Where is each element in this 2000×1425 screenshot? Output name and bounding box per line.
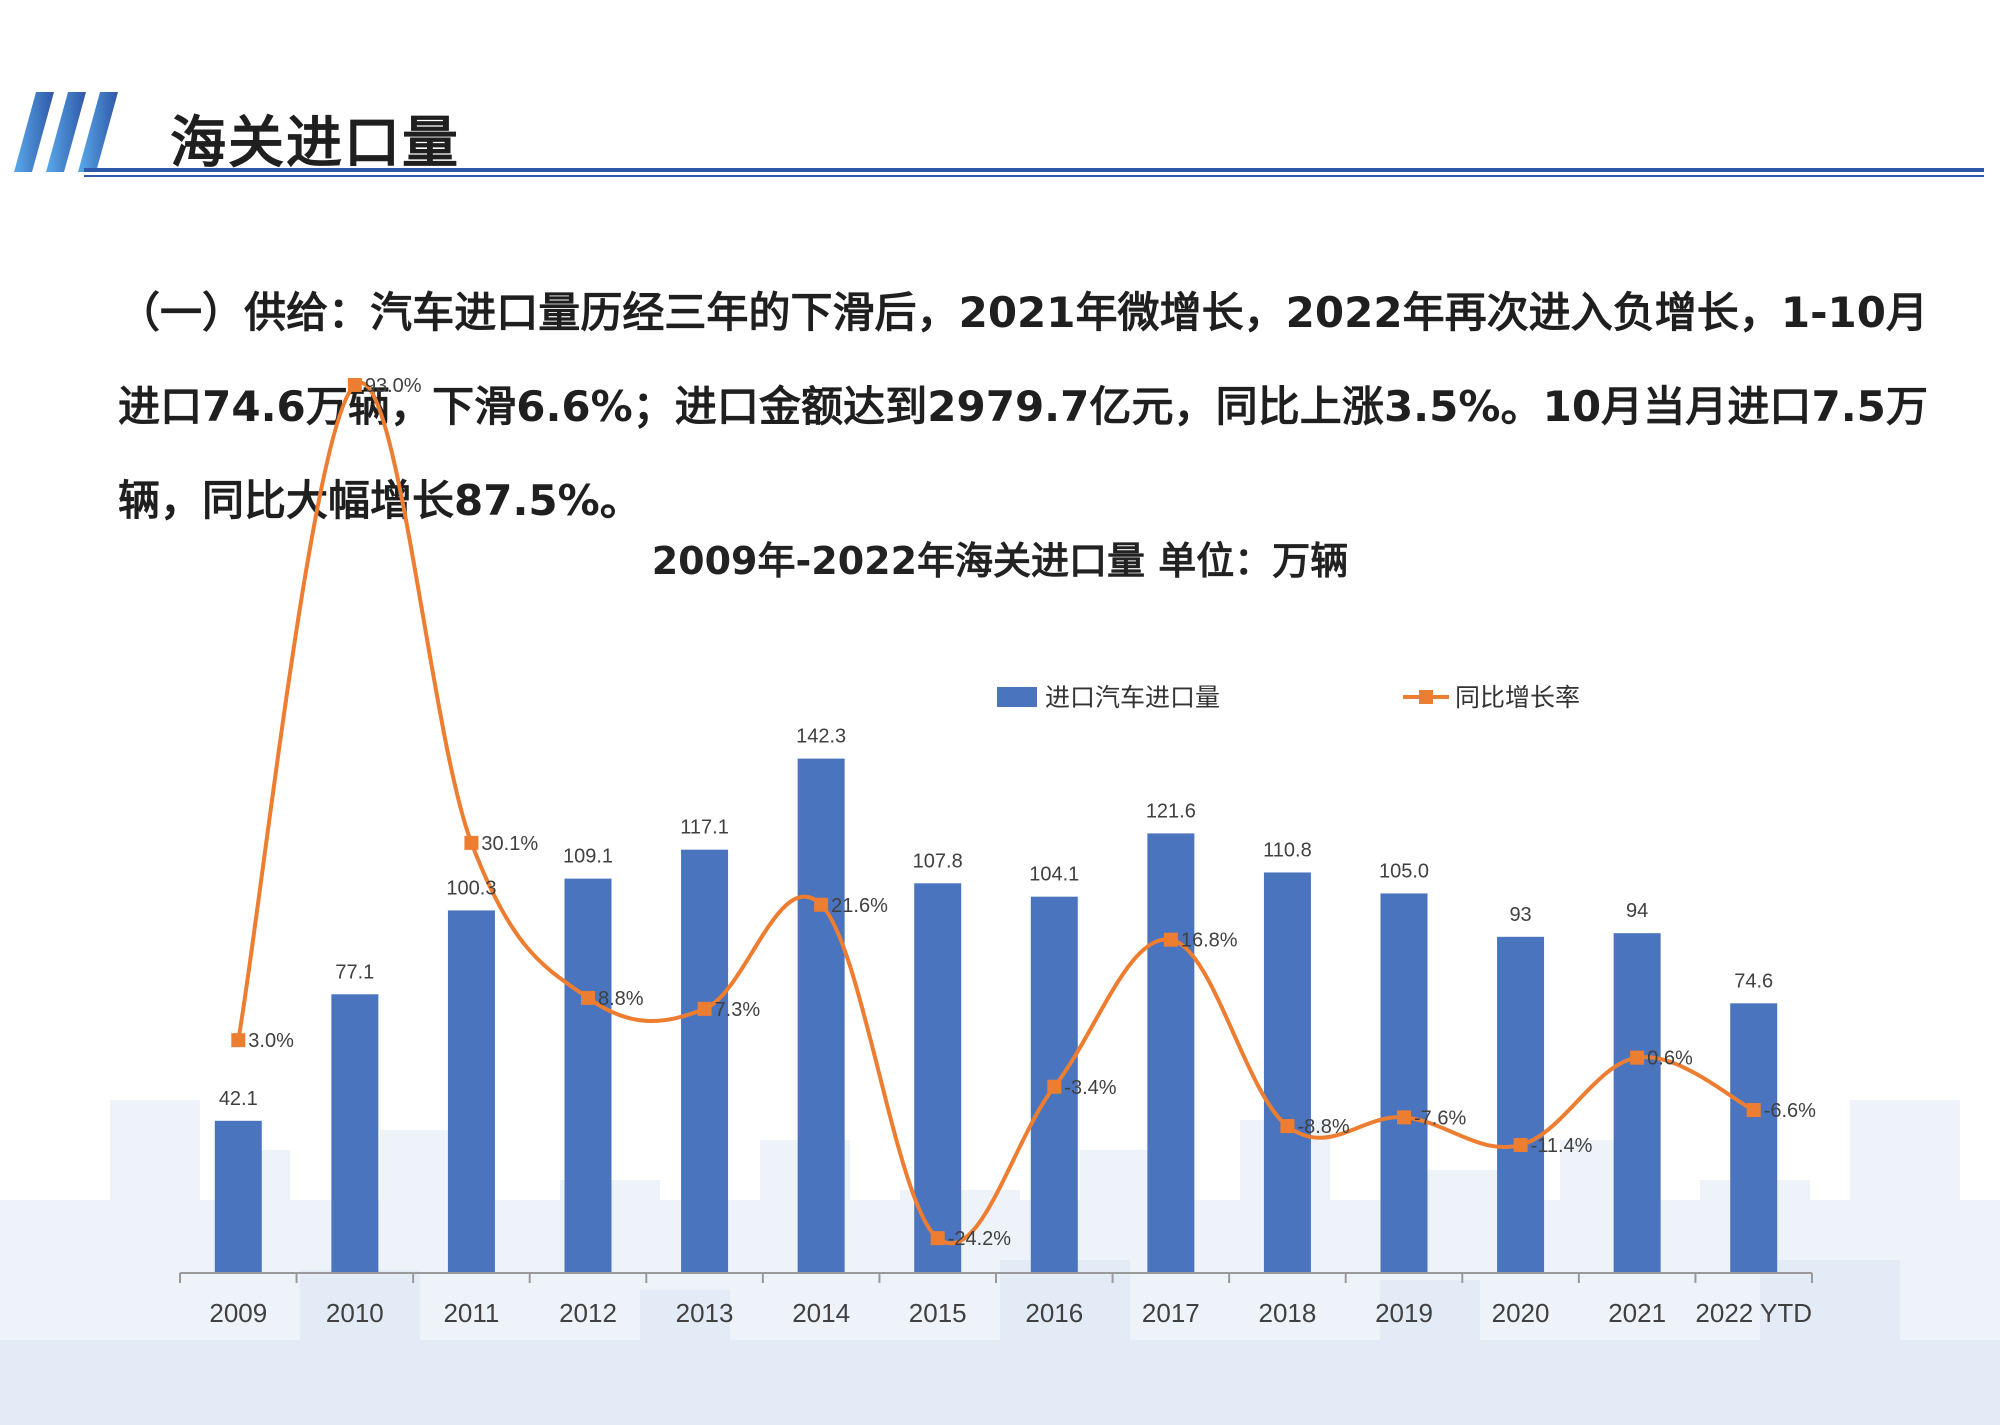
- x-tick-label: 2013: [676, 1298, 734, 1328]
- x-tick-label: 2015: [909, 1298, 967, 1328]
- bar-value-label: 142.3: [796, 726, 846, 748]
- growth-rate-label: 16.8%: [1181, 930, 1238, 952]
- growth-rate-marker: [1163, 932, 1178, 947]
- growth-rate-marker: [231, 1033, 246, 1048]
- bar-value-label: 107.8: [913, 850, 963, 872]
- x-tick-label: 2012: [559, 1298, 617, 1328]
- growth-rate-label: -24.2%: [948, 1228, 1012, 1250]
- growth-rate-marker: [930, 1231, 945, 1246]
- growth-rate-label: 30.1%: [481, 833, 538, 855]
- bar-value-label: 74.6: [1734, 970, 1773, 992]
- bar-2018: [1263, 872, 1311, 1273]
- x-tick-label: 2011: [443, 1298, 499, 1328]
- bar-2010: [331, 994, 379, 1273]
- line-series: [231, 377, 1761, 1246]
- legend-line-label: 同比增长率: [1455, 683, 1580, 712]
- page-title: 海关进口量: [170, 111, 460, 176]
- growth-rate-marker: [1630, 1050, 1645, 1065]
- growth-rate-label: 8.8%: [598, 988, 644, 1010]
- x-tick-label: 2017: [1142, 1298, 1200, 1328]
- bar-value-label: 100.3: [446, 877, 496, 899]
- bar-value-label: 42.1: [219, 1088, 258, 1110]
- bar-value-label: 109.1: [563, 846, 613, 868]
- bar-2022-ytd: [1730, 1003, 1778, 1273]
- legend-bar-label: 进口汽车进口量: [1045, 683, 1220, 712]
- growth-rate-marker: [1513, 1137, 1528, 1152]
- growth-rate-marker: [1047, 1079, 1062, 1094]
- x-tick-label: 2014: [792, 1298, 850, 1328]
- page-header: 海关进口量: [0, 0, 2000, 190]
- bar-value-label: 77.1: [335, 961, 374, 983]
- bar-2015: [914, 883, 962, 1273]
- bar-value-label: 94: [1626, 900, 1648, 922]
- chart-title: 2009年-2022年海关进口量 单位：万辆: [651, 539, 1349, 583]
- legend-line-marker: [1419, 690, 1433, 704]
- bar-value-label: 105.0: [1379, 860, 1429, 882]
- legend-bar-swatch: [997, 687, 1037, 707]
- growth-rate-label: 21.6%: [831, 895, 888, 917]
- x-tick-label: 2010: [326, 1298, 384, 1328]
- summary-paragraph: （一）供给：汽车进口量历经三年的下滑后，2021年微增长，2022年再次进入负增…: [118, 288, 1928, 525]
- x-tick-label: 2021: [1608, 1298, 1666, 1328]
- growth-rate-marker: [347, 377, 362, 392]
- growth-rate-marker: [464, 835, 479, 850]
- growth-rate-label: -7.6%: [1414, 1107, 1466, 1129]
- bar-2020: [1497, 936, 1545, 1273]
- x-tick-label: 2020: [1492, 1298, 1550, 1328]
- data-labels: 42.1 77.1 100.3 109.1 117.1 142.3 107.8 104.1 12…: [219, 375, 1816, 1250]
- bar-2013: [681, 849, 729, 1273]
- bar-value-label: 121.6: [1146, 800, 1196, 822]
- growth-rate-label: 3.0%: [248, 1030, 294, 1052]
- growth-rate-marker: [1280, 1119, 1295, 1134]
- bar-2012: [564, 878, 612, 1273]
- growth-rate-marker: [1397, 1110, 1411, 1125]
- bar-2014: [797, 758, 845, 1273]
- x-tick-label: 2018: [1259, 1298, 1317, 1328]
- bar-2011: [447, 910, 495, 1273]
- growth-rate-marker: [814, 897, 829, 912]
- growth-rate-label: 0.6%: [1647, 1048, 1693, 1070]
- bar-2021: [1613, 933, 1661, 1273]
- bar-value-label: 93: [1509, 904, 1531, 926]
- growth-rate-label: 93.0%: [365, 375, 422, 397]
- bar-2017: [1147, 833, 1195, 1273]
- chart-legend: 进口汽车进口量 同比增长率: [997, 683, 1580, 712]
- growth-rate-line: [236, 380, 1755, 1246]
- bar-value-label: 117.1: [680, 817, 729, 839]
- x-tick-label: 2016: [1025, 1298, 1083, 1328]
- x-tick-label: 2019: [1375, 1298, 1433, 1328]
- bar-value-label: 110.8: [1263, 839, 1312, 861]
- bar-2009: [214, 1120, 262, 1273]
- header-stripes-icon: [14, 92, 118, 172]
- growth-rate-marker: [697, 1001, 712, 1016]
- bar-value-label: 104.1: [1029, 864, 1079, 886]
- x-axis: 2009 2010 2011 2012 2013 2014 2015 2016 2017 2018…: [179, 1272, 1813, 1328]
- growth-rate-marker: [581, 990, 595, 1005]
- growth-rate-marker: [1746, 1103, 1761, 1118]
- bar-series: [214, 758, 1778, 1273]
- growth-rate-label: -8.8%: [1297, 1116, 1349, 1138]
- x-tick-label: 2022 YTD: [1695, 1298, 1812, 1328]
- growth-rate-label: -3.4%: [1064, 1077, 1116, 1099]
- growth-rate-label: 7.3%: [715, 999, 761, 1021]
- x-tick-label: 2009: [209, 1298, 267, 1328]
- bar-2019: [1380, 893, 1428, 1273]
- growth-rate-label: -11.4%: [1531, 1135, 1593, 1157]
- growth-rate-label: -6.6%: [1764, 1100, 1816, 1122]
- header-divider: [84, 168, 1984, 172]
- header-divider-thin: [84, 175, 1984, 177]
